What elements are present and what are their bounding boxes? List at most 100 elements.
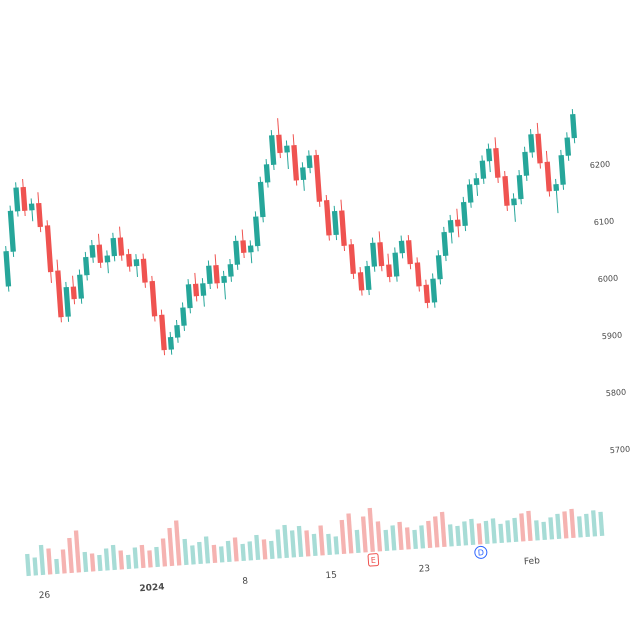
candle: [174, 319, 181, 343]
candle: [140, 253, 148, 288]
volume-bar: [82, 551, 89, 573]
candle: [36, 192, 43, 233]
candle-body: [276, 134, 283, 154]
time-tick-label: 2024: [139, 583, 165, 595]
price-tick-label: 5800: [606, 388, 627, 398]
candle-body: [392, 252, 400, 277]
marker-badge: [367, 553, 380, 567]
candle: [313, 149, 323, 207]
candle: [493, 137, 501, 183]
price-tick-label: 6100: [594, 217, 615, 227]
candle: [276, 118, 283, 159]
candle-body: [357, 272, 365, 291]
time-tick-label: 8: [242, 577, 249, 587]
candle: [77, 269, 85, 304]
candle: [206, 260, 213, 290]
candle: [511, 193, 517, 222]
candle: [200, 278, 207, 307]
volume-bar: [173, 520, 182, 566]
volume-bar: [139, 544, 146, 569]
volume-bar: [483, 520, 490, 545]
candle: [486, 143, 493, 173]
candle-body: [104, 255, 111, 263]
volume-bar: [296, 525, 304, 558]
price-tick-label: 6200: [590, 160, 611, 170]
candle-body: [493, 148, 501, 178]
volume-bar: [455, 525, 461, 547]
volume-bar: [397, 521, 404, 551]
candle: [221, 270, 227, 300]
volume-bar: [591, 510, 598, 537]
candle-body: [55, 270, 64, 318]
volume-bar: [326, 533, 332, 556]
volume-bar: [346, 513, 354, 554]
dividend-marker[interactable]: D: [474, 545, 488, 559]
volume-bar: [275, 529, 282, 559]
earnings-marker[interactable]: E: [367, 553, 380, 567]
candle-body: [441, 231, 449, 257]
candle: [423, 279, 431, 309]
candle-body: [423, 284, 431, 304]
candle-body: [553, 183, 560, 192]
candle-body: [7, 210, 16, 252]
candle-body: [36, 202, 43, 228]
candle-body: [174, 325, 181, 338]
candle: [414, 257, 422, 292]
candle-body: [200, 283, 207, 296]
candle-body: [96, 244, 104, 264]
volume-bar: [73, 530, 82, 573]
volume-bar: [89, 553, 96, 572]
candle-body: [180, 307, 187, 326]
candle-body: [466, 184, 474, 203]
time-tick-label: 15: [325, 570, 337, 581]
candle: [192, 272, 200, 302]
candle: [89, 239, 96, 263]
candle-body: [149, 280, 158, 317]
volume-bar: [541, 521, 547, 541]
candle: [20, 178, 28, 217]
volume-bar: [490, 518, 497, 544]
candle-body: [564, 137, 572, 156]
volume-bar: [505, 520, 512, 543]
candle: [398, 235, 405, 259]
volume-bar: [247, 541, 254, 561]
volume-bar: [160, 538, 168, 567]
candle-body: [435, 255, 443, 280]
candle-body: [300, 167, 307, 181]
candle: [386, 253, 393, 283]
candle-body: [460, 201, 468, 227]
candle: [430, 273, 438, 308]
price-axis[interactable]: 6200 6100 6000 5900 5800 5700: [590, 160, 631, 455]
candle: [83, 251, 90, 281]
volume-bar: [167, 527, 175, 567]
volume-bar: [469, 518, 476, 546]
volume-bar: [577, 516, 583, 538]
candle: [377, 231, 385, 272]
candle: [473, 173, 480, 196]
candle-body: [247, 245, 254, 253]
candle-body: [89, 245, 96, 258]
volume-bar: [97, 554, 103, 572]
candle-body: [268, 135, 277, 165]
candle-body: [570, 114, 577, 139]
volume-bar: [32, 557, 39, 576]
time-axis[interactable]: 26 2024 8 15 23 Feb: [38, 556, 540, 601]
candle: [117, 226, 125, 261]
candle-body: [370, 242, 378, 267]
volume-bar: [569, 508, 576, 538]
candle: [339, 199, 347, 252]
volume-bar: [383, 529, 390, 552]
candle-body: [473, 178, 480, 186]
candle-body: [117, 237, 125, 256]
candle-body: [535, 133, 543, 164]
volume-bar: [132, 547, 139, 569]
volume-bar: [25, 553, 31, 577]
candle: [3, 245, 12, 292]
volume-bar: [519, 513, 526, 542]
candle-body: [221, 275, 227, 283]
volume-bar: [225, 540, 232, 563]
volume-bar: [261, 539, 268, 560]
volume-bar: [197, 541, 203, 565]
